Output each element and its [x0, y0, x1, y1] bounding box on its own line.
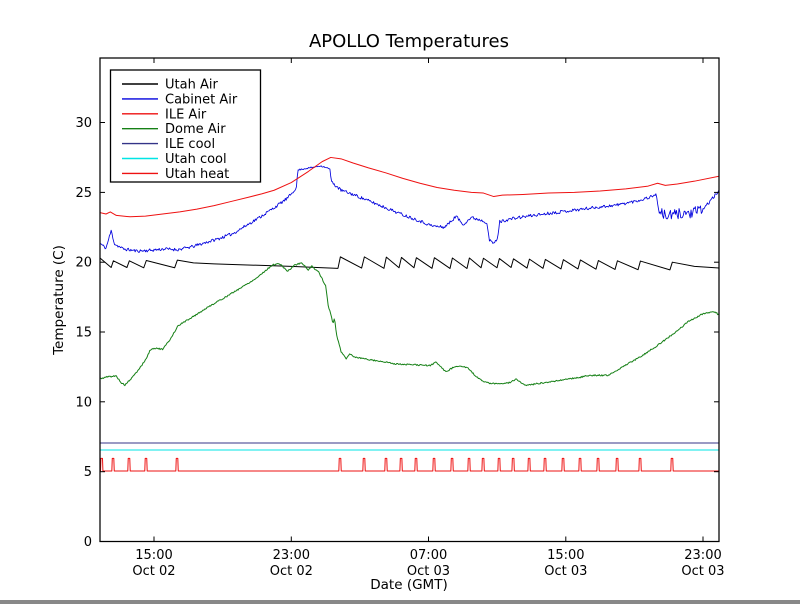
y-tick-label-1: 5	[84, 465, 92, 480]
chart-title: APOLLO Temperatures	[309, 31, 509, 52]
y-tick-label-2: 10	[75, 395, 92, 410]
x-tick-label-time-2: 07:00	[410, 548, 447, 563]
axis-ticks	[100, 58, 719, 542]
legend-label-1: Cabinet Air	[165, 92, 238, 107]
x-tick-label-date-3: Oct 03	[544, 564, 587, 579]
plot-frame	[99, 57, 720, 543]
y-tick-label-4: 20	[75, 256, 92, 271]
y-tick-label-6: 30	[75, 116, 92, 131]
series-lines	[100, 156, 719, 472]
x-tick-label-time-4: 23:00	[684, 548, 721, 563]
legend-label-5: Utah cool	[165, 152, 227, 167]
legend-border	[109, 69, 262, 183]
legend-label-0: Utah Air	[165, 78, 218, 93]
y-tick-label-0: 0	[84, 535, 92, 550]
legend-label-6: Utah heat	[165, 167, 229, 182]
x-tick-label-time-1: 23:00	[273, 548, 310, 563]
series-line-cabinet-air	[100, 165, 719, 253]
x-tick-label-date-4: Oct 03	[681, 564, 724, 579]
series-line-utah-heat	[100, 457, 719, 472]
legend-label-3: Dome Air	[165, 122, 226, 137]
legend-label-2: ILE Air	[165, 107, 207, 122]
y-tick-label-3: 15	[75, 326, 92, 341]
x-axis-label: Date (GMT)	[370, 577, 447, 593]
x-tick-label-date-1: Oct 02	[270, 564, 313, 579]
x-tick-label-date-0: Oct 02	[132, 564, 175, 579]
series-line-ile-air	[100, 156, 719, 218]
series-line-utah-air	[100, 256, 719, 271]
x-tick-label-time-0: 15:00	[135, 548, 172, 563]
x-tick-label-time-3: 15:00	[547, 548, 584, 563]
y-axis-label: Temperature (C)	[51, 245, 67, 356]
series-line-dome-air	[100, 262, 719, 387]
y-tick-label-5: 25	[75, 186, 92, 201]
x-tick-label-date-2: Oct 03	[407, 564, 450, 579]
legend-label-4: ILE cool	[165, 137, 215, 152]
